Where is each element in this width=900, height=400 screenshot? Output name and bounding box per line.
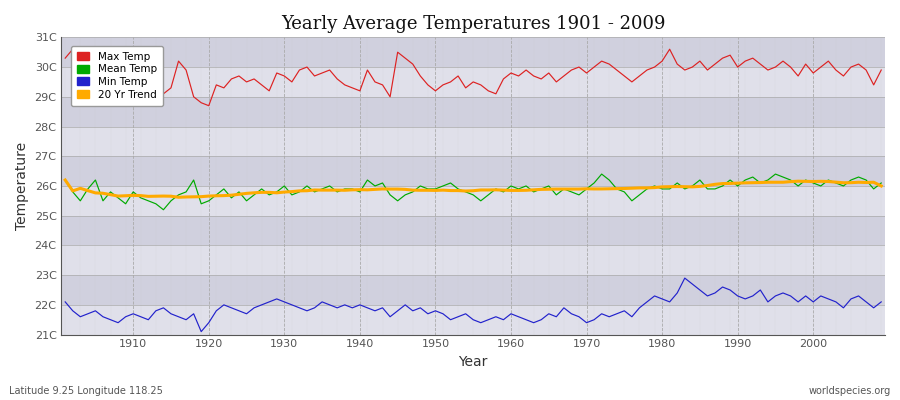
Text: Latitude 9.25 Longitude 118.25: Latitude 9.25 Longitude 118.25 [9, 386, 163, 396]
Y-axis label: Temperature: Temperature [15, 142, 29, 230]
Bar [61, 216, 885, 246]
Text: worldspecies.org: worldspecies.org [809, 386, 891, 396]
Bar [61, 186, 885, 216]
X-axis label: Year: Year [458, 355, 488, 369]
Bar [61, 156, 885, 186]
Bar [61, 126, 885, 156]
Bar [61, 246, 885, 275]
Bar [61, 305, 885, 334]
Bar [61, 37, 885, 67]
Bar [61, 67, 885, 97]
Legend: Max Temp, Mean Temp, Min Temp, 20 Yr Trend: Max Temp, Mean Temp, Min Temp, 20 Yr Tre… [71, 46, 163, 106]
Title: Yearly Average Temperatures 1901 - 2009: Yearly Average Temperatures 1901 - 2009 [281, 15, 665, 33]
Bar [61, 97, 885, 126]
Bar [61, 275, 885, 305]
